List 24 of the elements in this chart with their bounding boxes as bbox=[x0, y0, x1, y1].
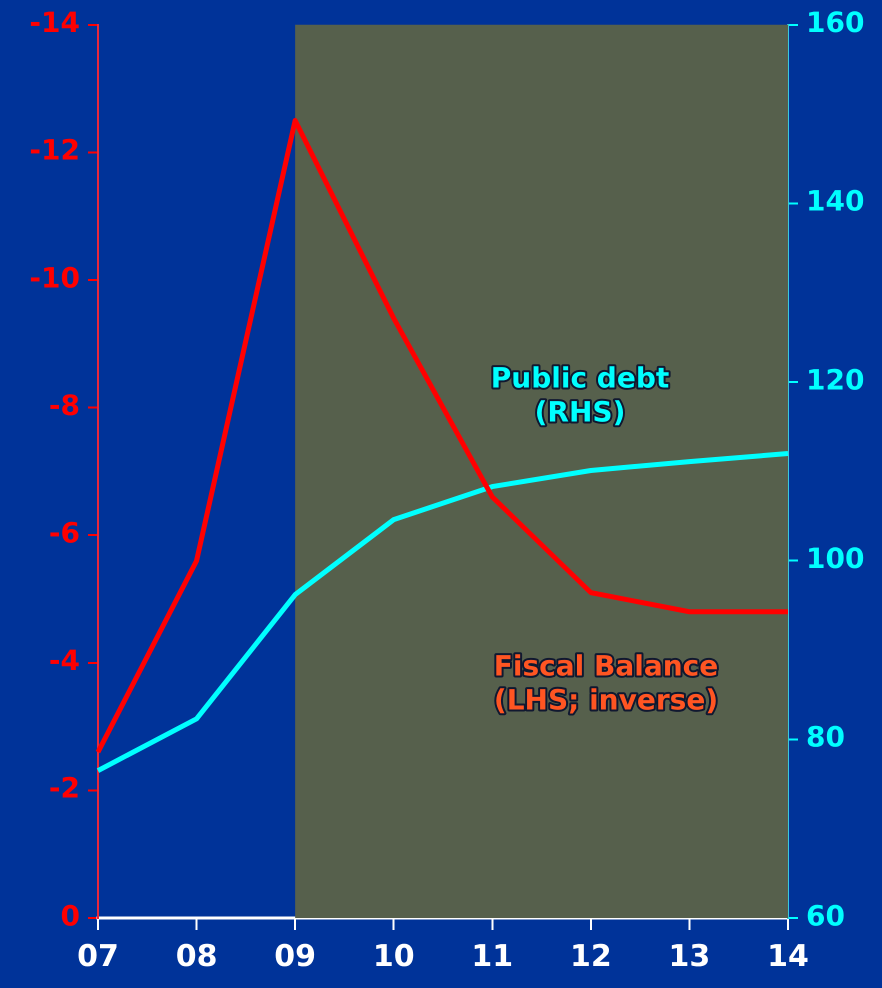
y-tick-label: -6 bbox=[48, 516, 80, 550]
x-tick-label: 14 bbox=[767, 938, 809, 974]
y2-tick-label: 80 bbox=[806, 720, 845, 754]
x-tick-label: 08 bbox=[176, 938, 218, 974]
y-tick-label: -8 bbox=[48, 388, 80, 422]
annotation: Fiscal Balance (LHS; inverse) bbox=[494, 649, 718, 716]
x-tick-label: 12 bbox=[570, 938, 612, 974]
y-tick-label: -14 bbox=[29, 6, 80, 40]
y2-tick-label: 160 bbox=[806, 6, 864, 40]
y-tick-label: 0 bbox=[60, 899, 80, 932]
x-tick-label: 13 bbox=[668, 938, 710, 974]
y2-tick-label: 120 bbox=[806, 363, 864, 396]
x-tick-label: 09 bbox=[274, 938, 316, 974]
annotation: Public debt (RHS) bbox=[490, 361, 670, 428]
x-tick-label: 07 bbox=[77, 938, 119, 974]
y-tick-label: -2 bbox=[48, 772, 80, 805]
y-tick-label: -12 bbox=[29, 134, 80, 167]
y2-tick-label: 60 bbox=[806, 899, 845, 932]
y2-tick-label: 140 bbox=[806, 184, 864, 218]
y-tick-label: -10 bbox=[29, 261, 80, 294]
y-tick-label: -4 bbox=[48, 644, 80, 678]
y2-tick-label: 100 bbox=[806, 542, 864, 575]
x-tick-label: 11 bbox=[471, 938, 514, 974]
x-tick-label: 10 bbox=[372, 938, 415, 974]
